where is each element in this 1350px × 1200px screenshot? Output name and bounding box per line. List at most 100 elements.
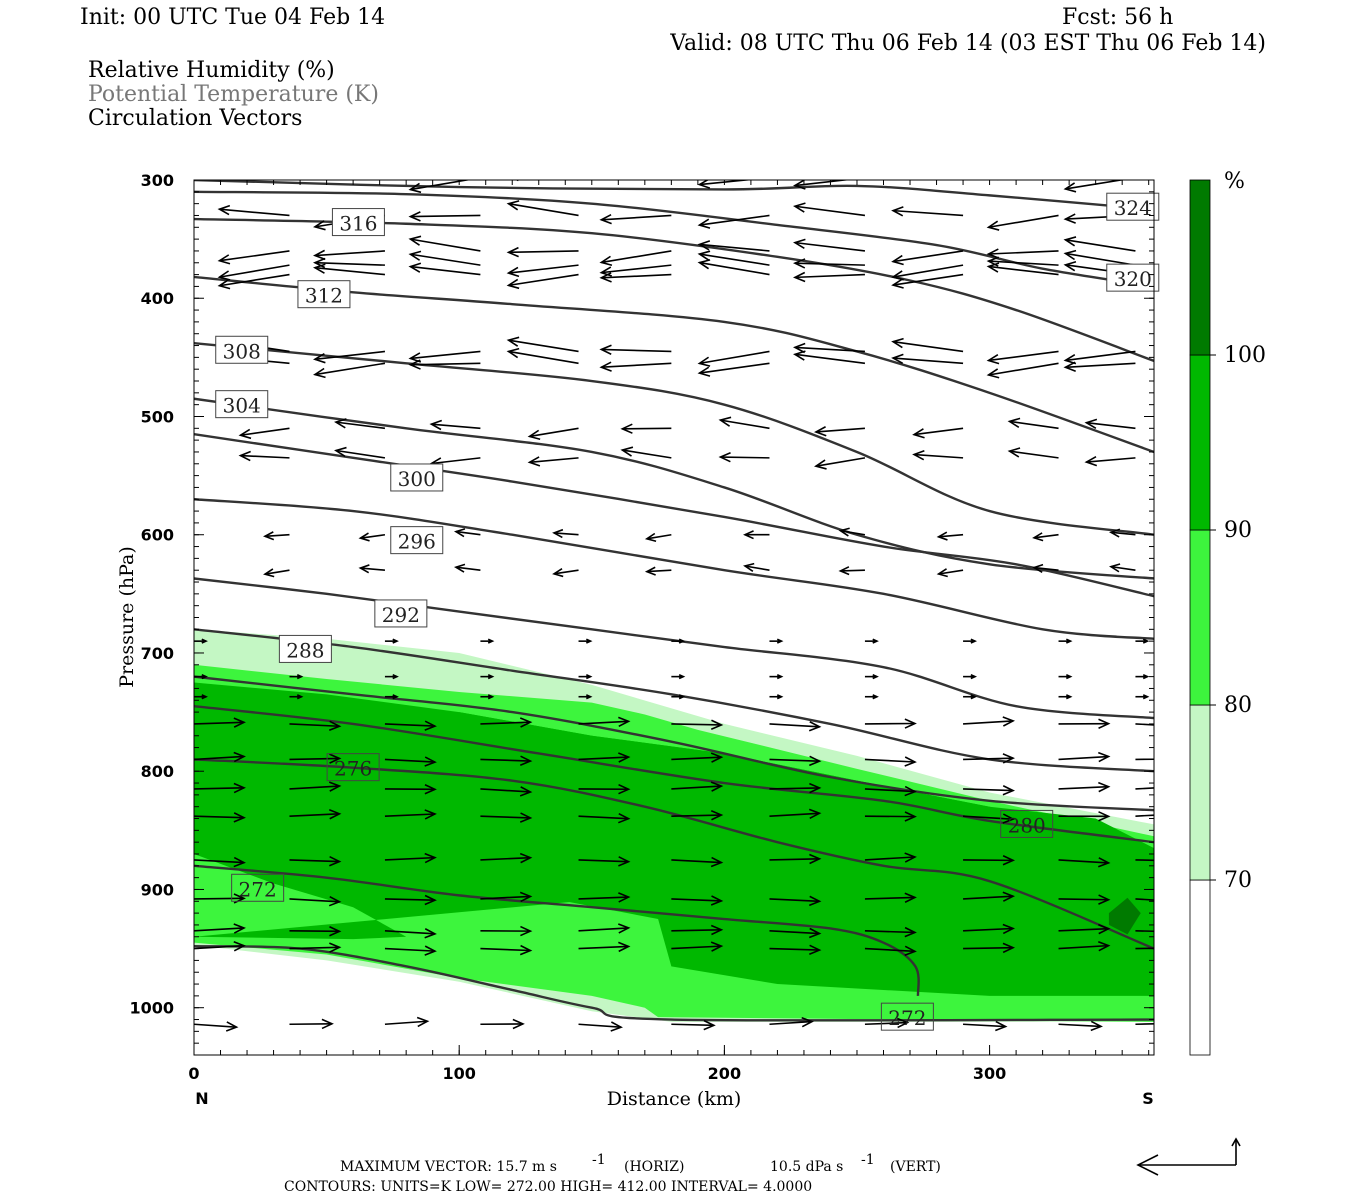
vector-head — [328, 809, 342, 820]
theta-contour-324 — [194, 180, 1154, 211]
vector-shaft — [194, 457, 195, 459]
vector-head — [792, 342, 806, 354]
vector-head — [872, 694, 879, 700]
vector-shaft — [1135, 723, 1154, 726]
vector-head — [644, 532, 657, 542]
vector-227 — [864, 811, 917, 822]
vector-224 — [578, 812, 631, 824]
vector-head — [1098, 923, 1111, 935]
vector-78 — [217, 273, 290, 290]
vector-shaft — [508, 350, 579, 365]
vector-shaft — [938, 533, 964, 538]
vector-head — [424, 945, 437, 956]
vector-238 — [864, 852, 917, 863]
vector-shaft — [913, 427, 964, 436]
vector-head — [718, 416, 732, 427]
vector-shaft — [194, 250, 195, 251]
vector-head — [328, 720, 342, 732]
vector-shaft — [893, 357, 964, 365]
vector-21 — [1065, 94, 1135, 109]
vector-shaft — [989, 133, 1059, 145]
vector-shaft — [699, 243, 770, 252]
vector-head — [801, 1016, 814, 1028]
vector-shaft — [671, 785, 722, 790]
vector-head — [795, 149, 806, 158]
vector-3 — [410, 71, 480, 80]
vector-head — [601, 83, 612, 92]
vector-shaft — [963, 927, 1014, 932]
vector-head — [506, 347, 520, 359]
vector-head — [776, 674, 784, 680]
vector-head — [808, 808, 822, 820]
vector-shaft — [578, 945, 629, 950]
vector-shaft — [864, 758, 915, 763]
vector-shaft — [794, 273, 865, 279]
contour-label-box — [326, 753, 380, 782]
vector-250 — [963, 891, 1016, 902]
vector-head — [519, 852, 533, 864]
vector-55 — [194, 250, 195, 251]
vector-43 — [1063, 180, 1126, 193]
vector-shaft — [815, 427, 865, 433]
vector-254 — [289, 926, 342, 937]
vector-head — [1097, 940, 1111, 952]
vector-shaft — [410, 180, 472, 191]
colorbar-swatch — [1189, 179, 1211, 356]
vector-shaft — [893, 145, 963, 148]
vector-216 — [864, 785, 917, 797]
vector-head — [891, 270, 904, 281]
vector-shaft — [480, 721, 531, 725]
vector-201 — [480, 755, 533, 766]
vector-shaft — [289, 785, 340, 790]
vector-shaft — [1058, 944, 1109, 950]
vector-shaft — [989, 79, 1059, 90]
y-tick-label: 700 — [141, 644, 174, 663]
vector-head — [519, 944, 533, 956]
vector-shaft — [795, 145, 865, 155]
vector-95 — [792, 342, 865, 354]
vector-shaft — [240, 454, 290, 459]
vector-head — [145, 460, 156, 469]
vector-head — [989, 104, 999, 113]
vector-38 — [601, 163, 671, 177]
vector-shaft — [219, 264, 290, 278]
vector-head — [586, 694, 593, 700]
vector-246 — [578, 892, 631, 903]
vector-66 — [194, 264, 195, 266]
vector-137 — [644, 532, 672, 542]
vector-head — [697, 259, 711, 270]
vector-head — [124, 204, 134, 213]
vector-shaft — [699, 214, 770, 226]
vector-5 — [601, 79, 671, 92]
vector-shaft — [384, 947, 435, 952]
vector-head — [408, 235, 422, 246]
vector-119 — [1007, 417, 1059, 430]
vector-head — [936, 568, 948, 578]
contour-info: CONTOURS: UNITS=K LOW= 272.00 HIGH= 412.… — [284, 1179, 812, 1195]
vector-head — [1098, 894, 1111, 905]
vector-shaft — [480, 895, 531, 900]
vector-shaft — [289, 812, 340, 817]
vector-shaft — [671, 723, 722, 726]
vector-191 — [578, 716, 631, 728]
x-tick-label: 0 — [188, 1064, 199, 1083]
vector-shaft — [794, 262, 865, 266]
vector-72 — [697, 250, 770, 266]
vector-185 — [1058, 694, 1073, 700]
vector-head — [618, 716, 631, 728]
vector-10 — [1065, 73, 1135, 82]
vector-head — [170, 567, 179, 575]
vector-head — [904, 785, 917, 797]
vector-shaft — [601, 139, 671, 145]
y-tick-label: 400 — [141, 289, 174, 308]
vector-head — [217, 279, 231, 290]
colorbar-swatch — [1189, 354, 1211, 531]
vector-head — [996, 180, 999, 181]
vector-head — [519, 717, 533, 728]
vector-head — [1142, 638, 1150, 644]
vector-head — [904, 756, 917, 767]
vector-head — [329, 942, 342, 953]
vector-174 — [1058, 674, 1073, 680]
vector-127 — [718, 451, 770, 463]
vector-head — [678, 694, 686, 700]
